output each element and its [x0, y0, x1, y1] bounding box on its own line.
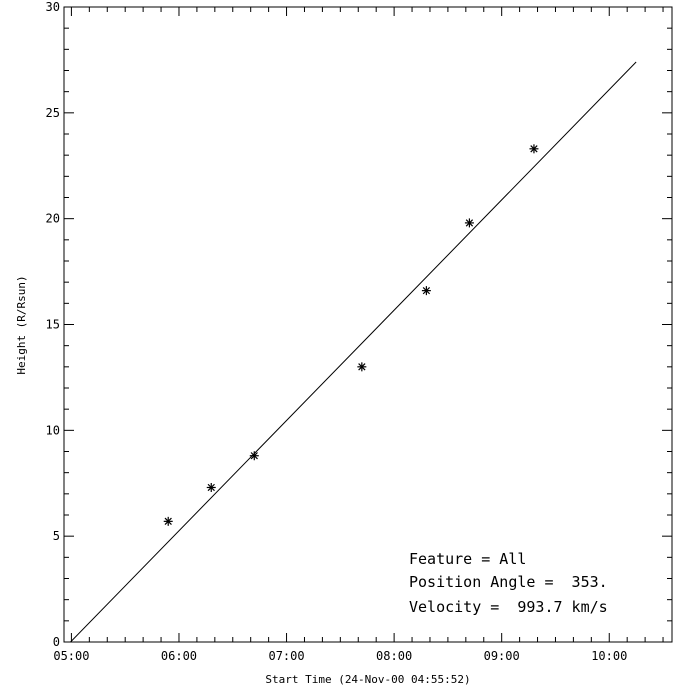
- data-point: [421, 286, 431, 296]
- data-point: [206, 482, 216, 492]
- data-point: [357, 362, 367, 372]
- x-tick-label: 08:00: [376, 649, 412, 663]
- y-tick-label: 0: [53, 635, 60, 649]
- x-axis-tick-labels: 05:00 06:00 07:00 08:00 09:00 10:00: [53, 649, 627, 663]
- x-axis-title: Start Time (24-Nov-00 04:55:52): [265, 673, 470, 686]
- data-point: [163, 516, 173, 526]
- data-point: [464, 218, 474, 228]
- data-point: [249, 451, 259, 461]
- x-tick-label: 05:00: [53, 649, 89, 663]
- plot-frame: [63, 6, 673, 643]
- x-tick-label: 09:00: [484, 649, 520, 663]
- x-tick-label: 07:00: [268, 649, 304, 663]
- annotation-velocity: Velocity = 993.7 km/s: [409, 598, 608, 616]
- y-tick-label: 15: [46, 318, 60, 332]
- x-tick-label: 06:00: [161, 649, 197, 663]
- y-axis-title: Height (R/Rsun): [15, 275, 28, 374]
- y-tick-label: 10: [46, 423, 60, 437]
- y-tick-label: 5: [53, 529, 60, 543]
- data-point: [529, 144, 539, 154]
- data-points: [163, 144, 539, 526]
- x-tick-label: 10:00: [591, 649, 627, 663]
- y-tick-label: 25: [46, 106, 60, 120]
- y-axis-ticks: [64, 6, 672, 643]
- y-tick-label: 30: [46, 0, 60, 14]
- y-tick-label: 20: [46, 212, 60, 226]
- y-axis-tick-labels: 0 5 10 15 20 25 30: [46, 0, 60, 649]
- annotation-feature: Feature = All: [409, 550, 526, 568]
- annotation-position-angle: Position Angle = 353.: [409, 573, 608, 591]
- fit-line: [70, 61, 637, 643]
- x-axis-ticks: [70, 7, 664, 642]
